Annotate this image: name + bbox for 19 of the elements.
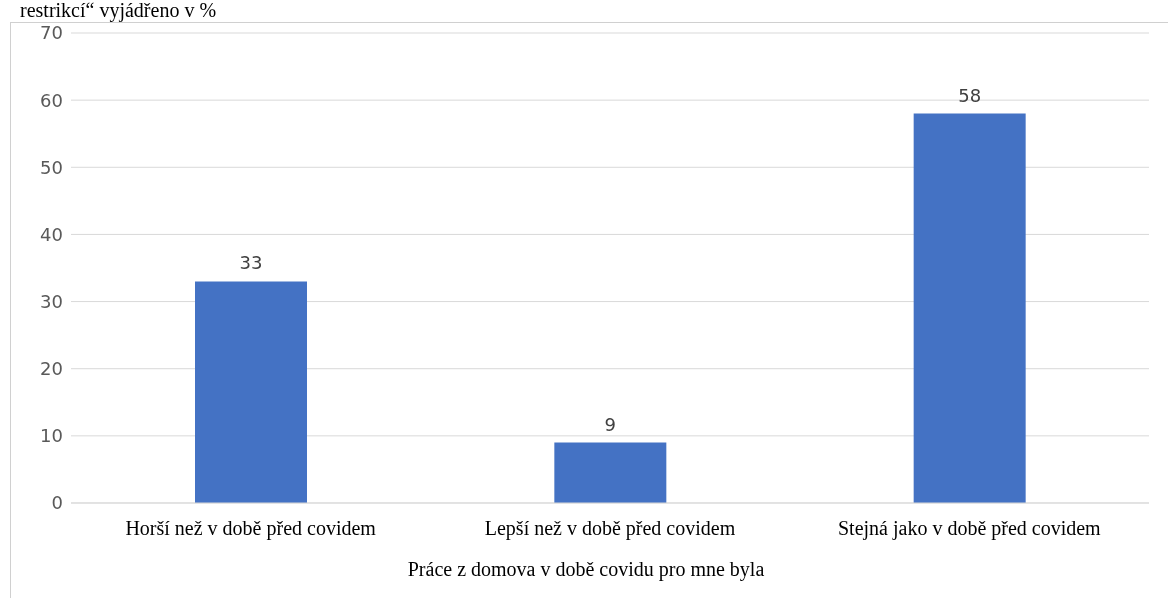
bar xyxy=(195,281,307,503)
data-label: 58 xyxy=(958,84,982,106)
data-label: 9 xyxy=(604,413,617,435)
y-tick-label: 0 xyxy=(51,492,63,514)
y-tick-label: 60 xyxy=(40,89,63,111)
x-tick-label: Lepší než v době před covidem xyxy=(484,517,736,541)
y-tick-label: 30 xyxy=(40,290,63,312)
bar xyxy=(554,442,667,503)
chart-title: restrikcí“ vyjádřeno v % xyxy=(20,0,217,21)
data-label: 33 xyxy=(239,252,263,274)
bar xyxy=(913,113,1026,503)
x-axis-title: Práce z domova v době covidu pro mne byla xyxy=(407,558,765,580)
x-tick-label: Stejná jako v době před covidem xyxy=(837,517,1102,541)
y-tick-label: 10 xyxy=(40,425,63,447)
y-tick-label: 50 xyxy=(40,156,63,178)
y-tick-label: 40 xyxy=(40,223,63,245)
y-tick-label: 20 xyxy=(40,358,63,380)
y-tick-label: 70 xyxy=(40,22,63,44)
x-tick-label: Horší než v době před covidem xyxy=(125,517,377,541)
